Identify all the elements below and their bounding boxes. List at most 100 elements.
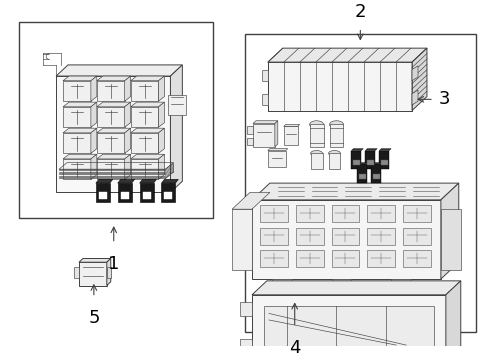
Polygon shape <box>246 126 252 134</box>
Bar <box>366 160 373 166</box>
Polygon shape <box>130 76 164 81</box>
Polygon shape <box>240 338 251 352</box>
Polygon shape <box>63 154 97 159</box>
Polygon shape <box>130 128 164 133</box>
Polygon shape <box>161 179 178 183</box>
Polygon shape <box>158 76 164 101</box>
Text: 4: 4 <box>288 339 300 357</box>
Polygon shape <box>91 154 97 179</box>
Polygon shape <box>267 149 287 150</box>
Polygon shape <box>379 149 390 150</box>
Ellipse shape <box>310 150 322 156</box>
Polygon shape <box>124 154 130 179</box>
Polygon shape <box>130 102 164 107</box>
Polygon shape <box>79 262 106 285</box>
Polygon shape <box>411 66 417 81</box>
Polygon shape <box>402 250 430 267</box>
Polygon shape <box>310 153 322 169</box>
Polygon shape <box>390 279 410 290</box>
Polygon shape <box>161 183 175 202</box>
Polygon shape <box>267 62 411 111</box>
Polygon shape <box>283 126 297 145</box>
Polygon shape <box>295 206 323 222</box>
Polygon shape <box>267 48 426 62</box>
Polygon shape <box>97 133 124 153</box>
Polygon shape <box>411 90 417 105</box>
Polygon shape <box>328 153 340 169</box>
Polygon shape <box>357 165 366 183</box>
Bar <box>372 174 380 179</box>
Polygon shape <box>366 250 394 267</box>
Polygon shape <box>91 102 97 127</box>
Polygon shape <box>264 306 433 354</box>
Polygon shape <box>118 183 131 202</box>
Polygon shape <box>411 48 426 111</box>
Circle shape <box>401 329 409 337</box>
Ellipse shape <box>328 150 340 156</box>
Polygon shape <box>260 206 287 222</box>
Polygon shape <box>366 228 394 244</box>
Polygon shape <box>63 133 91 153</box>
Polygon shape <box>252 121 277 123</box>
Polygon shape <box>56 65 182 76</box>
Polygon shape <box>97 154 130 159</box>
Polygon shape <box>379 150 388 169</box>
Polygon shape <box>440 183 458 279</box>
Polygon shape <box>91 128 97 153</box>
Polygon shape <box>96 183 109 202</box>
Polygon shape <box>331 250 359 267</box>
Bar <box>244 34 475 332</box>
Polygon shape <box>124 128 130 153</box>
Polygon shape <box>97 128 130 133</box>
Text: 1: 1 <box>108 255 119 273</box>
Polygon shape <box>271 279 291 290</box>
Polygon shape <box>124 102 130 127</box>
Polygon shape <box>96 179 113 183</box>
Polygon shape <box>295 228 323 244</box>
Polygon shape <box>262 94 267 105</box>
Polygon shape <box>63 102 97 107</box>
Polygon shape <box>365 149 376 150</box>
Ellipse shape <box>309 121 323 128</box>
Bar <box>99 193 106 199</box>
Polygon shape <box>260 250 287 267</box>
Polygon shape <box>440 209 460 270</box>
Polygon shape <box>130 133 158 153</box>
Polygon shape <box>331 206 359 222</box>
Polygon shape <box>170 65 182 193</box>
Polygon shape <box>366 206 394 222</box>
Polygon shape <box>63 76 97 81</box>
Polygon shape <box>106 258 111 285</box>
Bar <box>164 193 172 199</box>
Polygon shape <box>445 281 460 360</box>
Polygon shape <box>351 149 363 150</box>
Polygon shape <box>309 125 323 147</box>
Bar <box>359 174 366 179</box>
Polygon shape <box>118 179 134 183</box>
Circle shape <box>397 325 413 341</box>
Polygon shape <box>106 267 111 278</box>
Polygon shape <box>158 154 164 179</box>
Bar <box>353 160 360 166</box>
Polygon shape <box>232 193 269 209</box>
Polygon shape <box>252 123 274 147</box>
Polygon shape <box>260 228 287 244</box>
Polygon shape <box>351 150 361 169</box>
Bar <box>381 160 387 166</box>
Polygon shape <box>97 76 130 81</box>
Polygon shape <box>91 76 97 101</box>
Polygon shape <box>251 183 458 200</box>
Bar <box>168 95 186 115</box>
Polygon shape <box>402 228 430 244</box>
Polygon shape <box>246 138 252 145</box>
Polygon shape <box>267 150 285 167</box>
Polygon shape <box>158 102 164 127</box>
Polygon shape <box>63 128 97 133</box>
Polygon shape <box>251 200 440 279</box>
Polygon shape <box>232 209 251 270</box>
Polygon shape <box>295 250 323 267</box>
Text: 3: 3 <box>438 90 449 108</box>
Polygon shape <box>370 163 383 165</box>
Polygon shape <box>370 165 381 183</box>
Polygon shape <box>130 107 158 127</box>
